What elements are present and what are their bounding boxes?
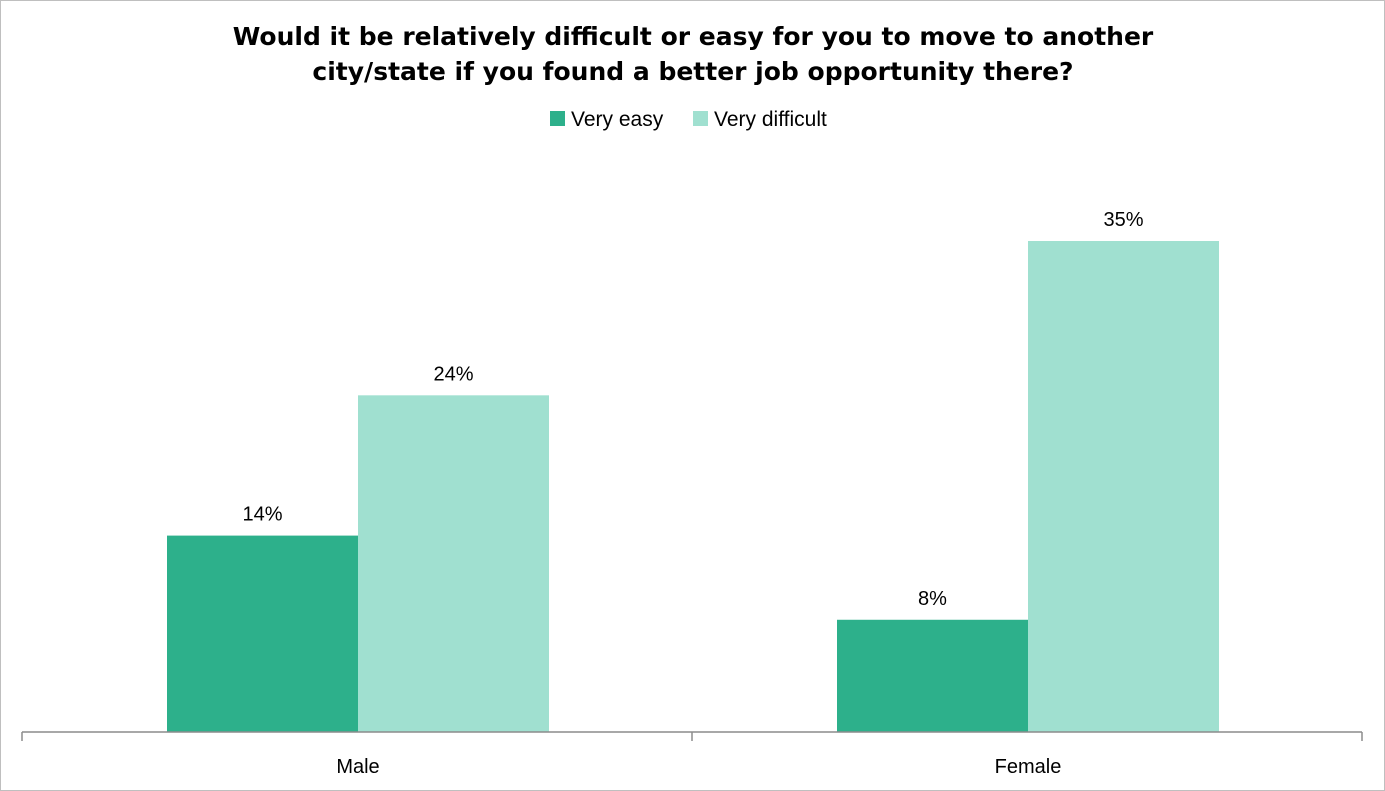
bar-very-easy-male <box>167 535 358 732</box>
legend-swatch-very-easy <box>550 111 565 126</box>
data-label-very-difficult-male: 24% <box>433 363 473 385</box>
x-tick-label-male: Male <box>336 756 379 778</box>
data-label-very-easy-female: 8% <box>918 588 947 610</box>
legend-swatch-very-difficult <box>693 111 708 126</box>
x-axis: Male Female <box>21 731 1363 778</box>
data-label-very-difficult-female: 35% <box>1103 209 1143 231</box>
legend-label-very-difficult: Very difficult <box>714 108 827 131</box>
chart-title-line-2: city/state if you found a better job opp… <box>312 57 1073 86</box>
x-tick-label-female: Female <box>995 756 1062 778</box>
bar-very-difficult-female <box>1028 241 1219 732</box>
legend-label-very-easy: Very easy <box>571 108 664 131</box>
chart-title-line-1: Would it be relatively difficult or easy… <box>233 22 1154 51</box>
data-label-very-easy-male: 14% <box>242 504 282 526</box>
bars-group <box>167 241 1219 732</box>
bar-very-difficult-male <box>358 395 549 732</box>
data-labels-group: 14% 24% 8% 35% <box>242 209 1143 610</box>
legend: Very easy Very difficult <box>550 108 827 131</box>
bar-very-easy-female <box>837 619 1028 732</box>
